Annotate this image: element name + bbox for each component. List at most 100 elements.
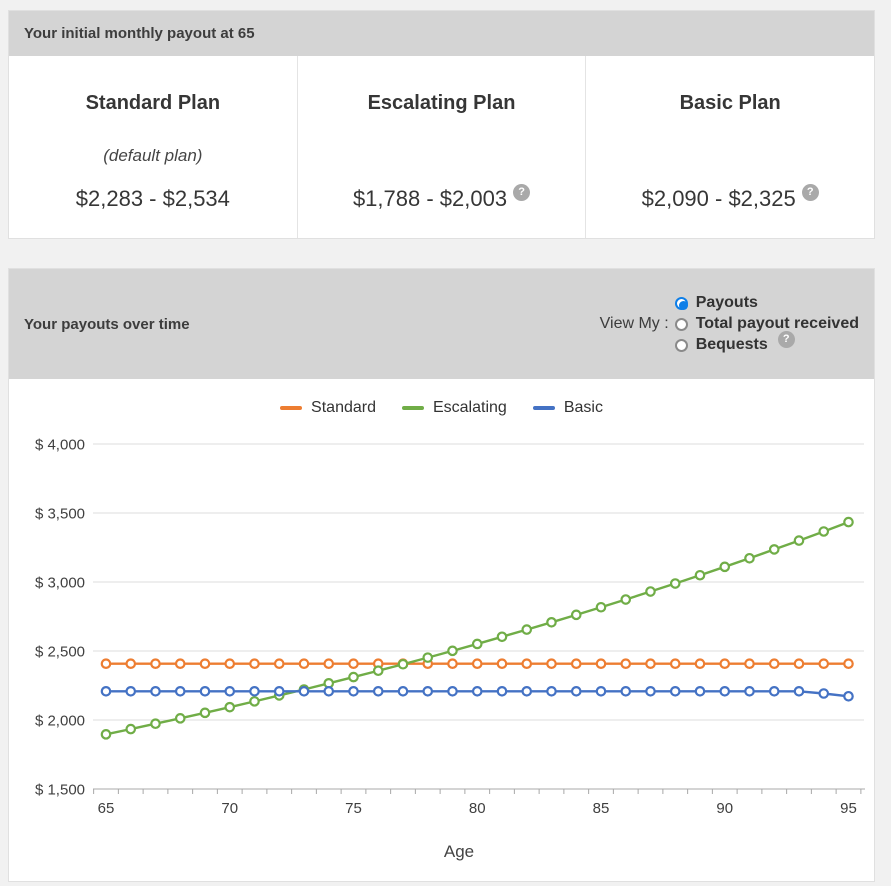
plan-title: Basic Plan xyxy=(679,92,781,114)
data-point-marker xyxy=(298,658,310,669)
view-my-option-payouts[interactable]: Payouts xyxy=(674,294,859,312)
radio-total-payout-icon[interactable] xyxy=(674,317,688,331)
legend-label: Standard xyxy=(311,399,376,416)
series-escalating[interactable] xyxy=(100,516,854,740)
data-point-marker xyxy=(174,685,186,697)
radio-label: Bequests xyxy=(695,336,768,353)
plan-title: Escalating Plan xyxy=(367,92,516,114)
data-point-marker xyxy=(422,652,434,663)
radio-bequests-icon[interactable] xyxy=(674,338,688,352)
data-point-marker xyxy=(224,701,236,713)
data-point-marker xyxy=(397,685,409,697)
plan-card-escalating: Escalating Plan $1,788 - $2,003? xyxy=(296,56,586,238)
data-point-marker xyxy=(224,658,236,669)
data-point-marker xyxy=(496,685,508,697)
view-my-group: View My : Payouts Total payout received … xyxy=(600,294,859,354)
initial-payout-panel: Your initial monthly payout at 65 Standa… xyxy=(8,10,875,239)
data-point-marker xyxy=(521,658,533,669)
data-point-marker xyxy=(323,685,335,697)
view-my-option-total-payout[interactable]: Total payout received xyxy=(674,315,859,333)
series-standard[interactable] xyxy=(100,658,854,669)
view-my-label: View My : xyxy=(599,315,669,332)
data-point-marker xyxy=(174,713,186,724)
legend-item-escalating[interactable]: Escalating xyxy=(401,399,507,417)
data-point-marker xyxy=(496,631,508,643)
data-point-marker xyxy=(471,658,483,669)
y-axis-tick-label: $ 1,500 xyxy=(35,782,85,799)
series-line xyxy=(105,520,849,736)
x-axis-title: Age xyxy=(444,842,474,861)
data-point-marker xyxy=(843,516,854,528)
plan-subtitle xyxy=(298,146,586,170)
help-icon[interactable]: ? xyxy=(777,330,795,348)
data-point-marker xyxy=(719,685,731,697)
data-point-marker xyxy=(174,658,186,669)
help-icon[interactable]: ? xyxy=(801,183,819,201)
data-point-marker xyxy=(620,685,632,697)
series-basic[interactable] xyxy=(100,685,854,702)
data-point-marker xyxy=(125,685,137,697)
plan-cards: Standard Plan (default plan) $2,283 - $2… xyxy=(9,56,874,238)
view-my-options: Payouts Total payout received Bequests ? xyxy=(674,294,859,354)
data-point-marker xyxy=(249,696,260,707)
data-point-marker xyxy=(125,723,137,735)
data-point-marker xyxy=(100,685,112,697)
data-point-marker xyxy=(768,685,780,697)
data-point-marker xyxy=(744,658,755,669)
data-point-marker xyxy=(249,685,260,697)
legend-item-standard[interactable]: Standard xyxy=(280,399,376,417)
data-point-marker xyxy=(100,658,112,669)
data-point-marker xyxy=(372,665,384,677)
data-point-marker xyxy=(843,690,854,702)
data-point-marker xyxy=(546,616,557,628)
data-point-marker xyxy=(199,707,211,719)
data-point-marker xyxy=(595,658,607,669)
plan-amount-text: $2,283 - $2,534 xyxy=(75,186,230,211)
data-point-marker xyxy=(150,685,161,697)
data-point-marker xyxy=(669,658,681,669)
view-my-option-bequests[interactable]: Bequests ? xyxy=(674,330,859,354)
data-point-marker xyxy=(694,658,706,669)
data-point-marker xyxy=(100,729,112,740)
plan-amount: $1,788 - $2,003? xyxy=(298,183,586,212)
data-point-marker xyxy=(818,526,830,537)
data-point-marker xyxy=(744,552,755,564)
data-point-marker xyxy=(447,645,458,657)
legend-item-basic[interactable]: Basic xyxy=(532,399,603,417)
data-point-marker xyxy=(150,718,161,730)
data-point-marker xyxy=(694,685,706,697)
data-point-marker xyxy=(521,624,533,635)
y-axis-tick-label: $ 2,000 xyxy=(35,713,85,730)
plan-amount-text: $2,090 - $2,325 xyxy=(641,186,796,211)
data-point-marker xyxy=(645,586,656,597)
data-point-marker xyxy=(694,569,706,581)
y-axis-tick-label: $ 3,000 xyxy=(35,575,85,592)
radio-payouts-icon[interactable] xyxy=(674,296,688,310)
initial-payout-title: Your initial monthly payout at 65 xyxy=(24,25,255,42)
radio-label: Payouts xyxy=(695,294,758,311)
data-point-marker xyxy=(422,685,434,697)
data-point-marker xyxy=(447,658,458,669)
help-icon[interactable]: ? xyxy=(513,183,531,201)
data-point-marker xyxy=(496,658,508,669)
data-point-marker xyxy=(249,658,260,669)
data-point-marker xyxy=(793,658,805,669)
data-point-marker xyxy=(768,658,780,669)
data-point-marker xyxy=(793,685,805,697)
data-point-marker xyxy=(471,638,483,650)
data-point-marker xyxy=(447,685,458,697)
data-point-marker xyxy=(645,658,656,669)
data-point-marker xyxy=(273,685,285,697)
data-point-marker xyxy=(768,544,780,555)
data-point-marker xyxy=(125,658,137,669)
data-point-marker xyxy=(669,685,681,697)
data-point-marker xyxy=(348,671,359,683)
x-axis-tick-label: 85 xyxy=(593,800,610,817)
data-point-marker xyxy=(843,658,854,669)
payouts-title: Your payouts over time xyxy=(24,315,190,333)
data-point-marker xyxy=(793,535,805,546)
payout-chart: $ 1,500 $ 2,000 $ 2,500 $ 3,000 $ 3,500 $ 4,0… xyxy=(9,379,874,881)
data-point-marker xyxy=(199,685,211,697)
data-point-marker xyxy=(669,578,681,589)
data-point-marker xyxy=(150,658,161,669)
